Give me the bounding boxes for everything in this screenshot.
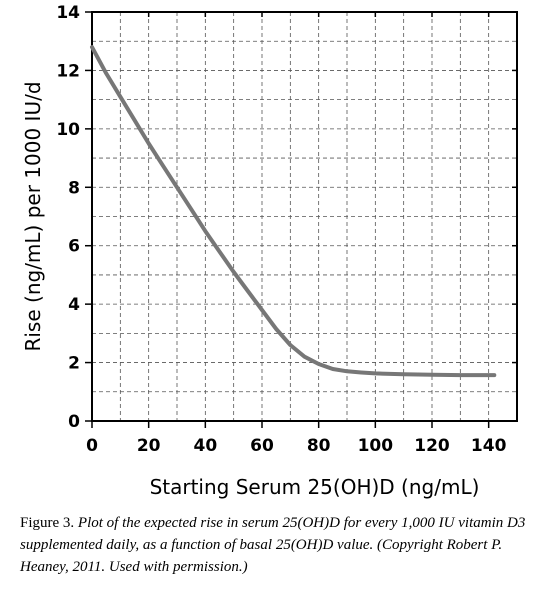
x-tick-label: 20 [137,436,161,456]
figure-caption: Figure 3. Plot of the expected rise in s… [20,512,535,578]
y-tick-label: 14 [56,3,80,23]
x-tick-label: 100 [358,436,394,456]
y-tick-label: 4 [68,295,80,315]
chart: 0 20 40 60 80 100 120 140 0 2 4 6 8 10 12 14 Starting S… [21,3,518,499]
grid-lines [92,12,517,421]
caption-text: Plot of the expected rise in serum 25(OH… [20,515,526,575]
x-tick-label: 140 [471,436,507,456]
x-axis-title: Starting Serum 25(OH)D (ng/mL) [150,475,480,499]
y-tick-label: 10 [56,120,80,140]
y-tick-label: 6 [68,237,80,257]
x-tick-label: 80 [307,436,331,456]
y-axis-title: Rise (ng/mL) per 1000 IU/d [21,81,45,351]
x-tick-label: 120 [414,436,450,456]
y-tick-label: 8 [68,178,80,198]
plot-frame [91,11,518,422]
rise-curve-line [90,45,497,378]
x-tick-label: 0 [86,436,98,456]
y-tick-label: 12 [56,61,80,81]
axis-ticks [85,11,517,428]
y-tick-label: 2 [68,354,80,374]
caption-figure-number: Figure 3. [20,515,75,531]
x-tick-label: 40 [193,436,217,456]
tick-labels: 0 20 40 60 80 100 120 140 0 2 4 6 8 10 12 14 [56,3,506,456]
x-tick-label: 60 [250,436,274,456]
y-tick-label: 0 [68,412,80,432]
